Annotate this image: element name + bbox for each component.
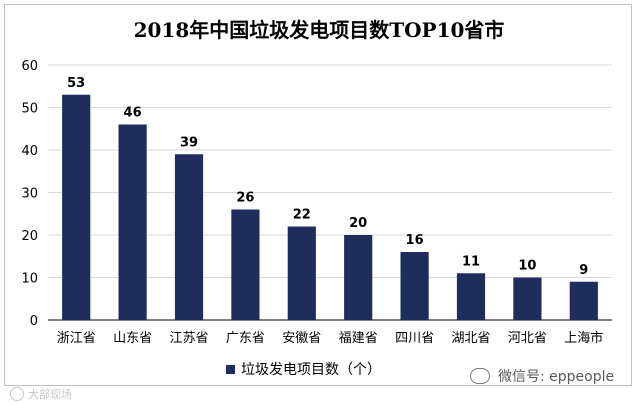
watermark-right-text: 微信号: eppeople (498, 369, 615, 385)
bar (513, 277, 542, 320)
data-label: 53 (67, 76, 85, 91)
y-tick-label: 0 (30, 314, 38, 329)
x-tick-label: 湖北省 (451, 331, 490, 346)
wechat-icon (470, 368, 490, 384)
x-tick-label: 上海市 (564, 330, 603, 346)
data-label: 9 (579, 263, 588, 278)
y-tick-label: 30 (21, 187, 38, 202)
data-label: 20 (349, 216, 367, 231)
chart-frame (4, 4, 632, 386)
data-label: 16 (406, 233, 424, 248)
data-label: 10 (518, 259, 536, 274)
chart-legend: 垃圾发电项目数（个） (226, 360, 381, 378)
y-tick-label: 20 (21, 229, 38, 244)
y-tick-label: 10 (21, 272, 38, 287)
x-tick-label: 山东省 (113, 331, 152, 346)
watermark-left: 大部现场 (10, 386, 72, 402)
bar (344, 235, 373, 320)
y-tick-label: 50 (21, 102, 38, 117)
data-label: 46 (124, 106, 142, 121)
legend-swatch (226, 364, 235, 374)
y-tick-label: 40 (21, 144, 38, 159)
bar (287, 226, 316, 320)
y-tick-label: 60 (21, 59, 38, 74)
x-tick-label: 浙江省 (57, 331, 96, 346)
data-label: 26 (236, 191, 254, 206)
x-tick-label: 河北省 (508, 331, 547, 346)
data-label: 39 (180, 135, 198, 150)
bar (174, 154, 204, 320)
data-label: 11 (462, 254, 480, 269)
data-label: 22 (293, 208, 311, 223)
x-tick-label: 福建省 (339, 331, 378, 346)
bar (569, 281, 598, 320)
bar (62, 94, 91, 320)
bar (400, 252, 429, 320)
watermark-logo-icon (10, 387, 24, 401)
bar (118, 124, 147, 320)
x-tick-label: 安徽省 (282, 331, 321, 346)
bar (231, 209, 260, 320)
x-tick-label: 四川省 (395, 331, 434, 346)
watermark-right: 微信号: eppeople (470, 366, 614, 386)
x-tick-label: 江苏省 (169, 330, 208, 346)
x-tick-label: 广东省 (226, 331, 265, 346)
legend-label: 垃圾发电项目数（个） (241, 362, 381, 378)
chart-title: 2018年中国垃圾发电项目数TOP10省市 (133, 18, 505, 42)
watermark-left-text: 大部现场 (28, 388, 72, 401)
bar (456, 273, 486, 320)
